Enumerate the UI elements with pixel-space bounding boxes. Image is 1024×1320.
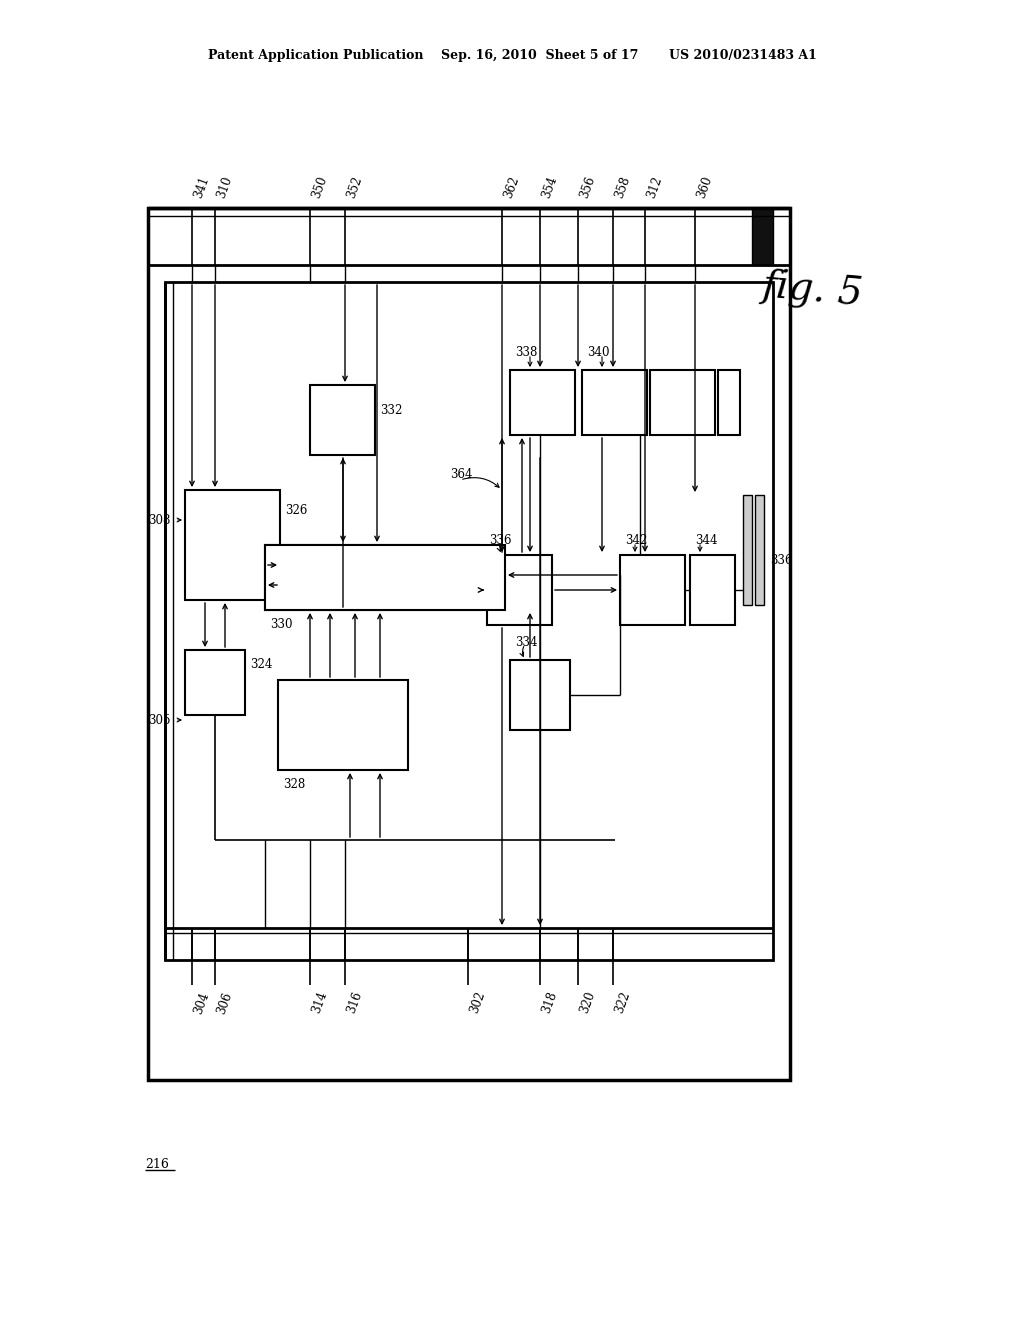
Text: 364: 364 [450, 469, 472, 482]
Text: 330: 330 [270, 619, 293, 631]
Bar [510, 660, 570, 730]
Bar [310, 385, 375, 455]
Text: 341: 341 [193, 174, 212, 201]
Text: 316: 316 [345, 990, 365, 1015]
Bar [743, 495, 752, 605]
Text: 306: 306 [215, 990, 234, 1015]
Text: 302: 302 [468, 990, 487, 1015]
Text: 312: 312 [645, 174, 665, 201]
Text: 338: 338 [515, 346, 538, 359]
Bar [487, 554, 552, 624]
Text: 356: 356 [578, 174, 598, 201]
Bar [165, 282, 773, 960]
Text: Patent Application Publication    Sep. 16, 2010  Sheet 5 of 17       US 2010/023: Patent Application Publication Sep. 16, … [208, 49, 816, 62]
Text: 332: 332 [380, 404, 402, 417]
Text: 360: 360 [695, 174, 715, 201]
Bar [185, 490, 280, 601]
Text: 305: 305 [148, 714, 171, 726]
Text: 304: 304 [193, 990, 212, 1015]
Text: 310: 310 [215, 174, 234, 201]
Text: 326: 326 [285, 503, 307, 516]
Bar [185, 649, 245, 715]
Text: 358: 358 [613, 174, 633, 201]
Text: 336: 336 [489, 533, 512, 546]
Text: 340: 340 [587, 346, 609, 359]
Bar [718, 370, 740, 436]
Text: 320: 320 [578, 990, 598, 1015]
Bar [650, 370, 715, 436]
Text: 314: 314 [310, 990, 330, 1015]
Text: 362: 362 [502, 174, 522, 201]
Bar [620, 554, 685, 624]
Bar [690, 554, 735, 624]
Text: 336: 336 [770, 553, 793, 566]
Bar [148, 209, 790, 1080]
Bar [278, 680, 408, 770]
Text: 216: 216 [145, 1159, 169, 1172]
Text: 334: 334 [515, 635, 538, 648]
Bar [510, 370, 575, 436]
Text: 322: 322 [613, 990, 633, 1015]
Text: 308: 308 [148, 513, 170, 527]
Text: 324: 324 [250, 659, 272, 672]
Text: 328: 328 [283, 779, 305, 792]
Text: 318: 318 [540, 990, 560, 1015]
Text: 352: 352 [345, 174, 365, 201]
Bar [752, 209, 773, 265]
Bar [265, 545, 505, 610]
Text: 350: 350 [310, 174, 330, 201]
Text: 342: 342 [625, 533, 647, 546]
Bar [755, 495, 764, 605]
Bar [265, 545, 480, 610]
Text: 354: 354 [540, 174, 560, 201]
Bar [582, 370, 647, 436]
Text: 344: 344 [695, 533, 718, 546]
Text: fig. 5: fig. 5 [760, 267, 864, 313]
